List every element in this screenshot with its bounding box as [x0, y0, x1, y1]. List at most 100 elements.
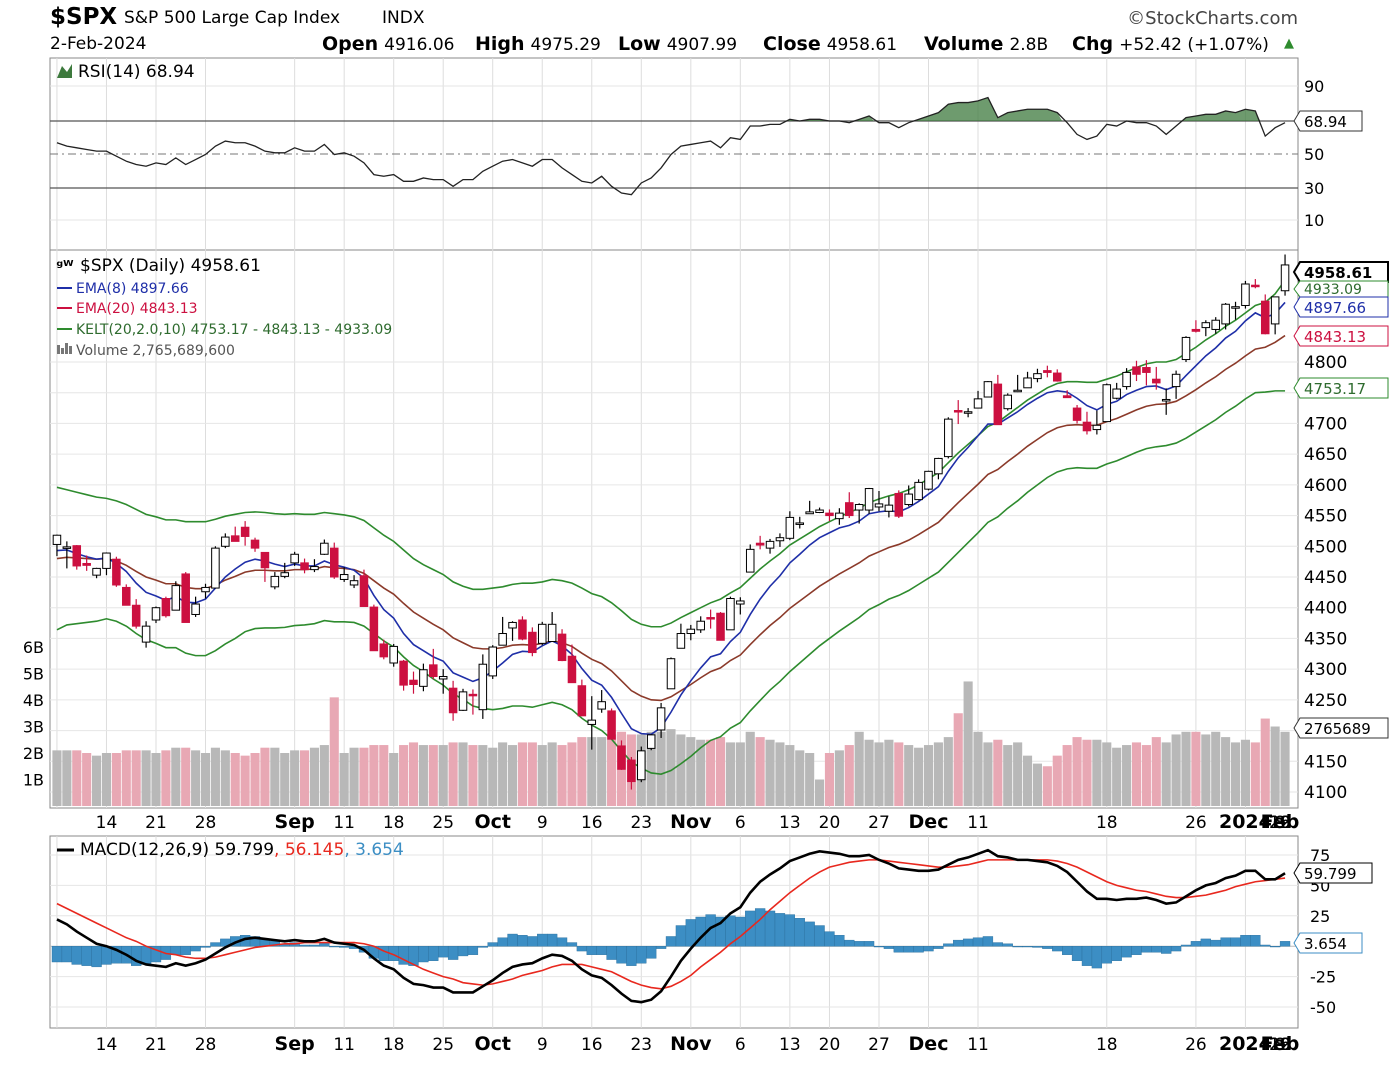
x-tick-label: 16: [1269, 813, 1291, 833]
candle-body: [151, 607, 161, 621]
rsi-legend-text: RSI(14) 68.94: [78, 62, 195, 82]
candle-body: [62, 546, 72, 549]
macd-histogram-bar: [547, 933, 558, 947]
candle-body: [1112, 388, 1121, 399]
svg-text:59.799: 59.799: [1304, 865, 1357, 883]
candle-body: [1102, 384, 1112, 423]
volume-bar: [399, 745, 409, 806]
candle: [557, 629, 567, 662]
candle-body: [478, 663, 488, 711]
macd-histogram-bar: [447, 946, 459, 960]
candle-body: [557, 633, 567, 662]
macd-histogram-bar: [893, 946, 904, 953]
macd-histogram-bar: [665, 936, 677, 947]
volume-tick-label: 5B: [23, 665, 44, 684]
volume-bar: [923, 745, 934, 806]
x-tick-label: 18: [383, 813, 405, 833]
candle-body: [518, 619, 527, 640]
candle-body: [973, 398, 983, 409]
candle-body: [993, 383, 1003, 426]
volume-bar: [914, 747, 924, 806]
price-tick-label: 4700: [1304, 414, 1347, 434]
high-quote: High 4975.29: [475, 33, 601, 55]
x-tick-label: 25: [432, 813, 454, 833]
volume-bar: [834, 750, 844, 806]
candle-body: [359, 575, 369, 607]
candle-body: [399, 660, 408, 686]
candle: [112, 556, 121, 587]
x-tick-label: Sep: [275, 1033, 315, 1055]
candle-body: [260, 551, 270, 569]
candle-body: [438, 676, 448, 680]
x-tick-label: 11: [967, 813, 989, 833]
candle: [577, 679, 587, 717]
candle: [270, 572, 280, 590]
candle: [528, 627, 537, 657]
candle: [1013, 374, 1022, 393]
volume-bars: [52, 681, 1290, 806]
volume-bar: [666, 729, 676, 806]
volume-bar: [815, 779, 825, 806]
ema8-legend-text: EMA(8) 4897.66: [76, 281, 189, 297]
candle: [637, 746, 646, 783]
candle: [775, 533, 785, 547]
candle: [389, 643, 398, 667]
x-tick-label: 13: [779, 813, 801, 833]
volume-bar: [557, 745, 567, 806]
x-tick-label: Dec: [909, 811, 949, 833]
macd-value-tag: 59.799: [1293, 862, 1373, 884]
volume-bar: [507, 745, 518, 806]
candle: [1003, 393, 1012, 411]
candle-body: [567, 655, 577, 684]
candle: [1072, 405, 1082, 424]
candle-body: [1072, 407, 1082, 421]
candle-body: [983, 381, 993, 398]
candle: [1122, 368, 1131, 390]
macd-histogram-bar: [1250, 935, 1261, 947]
candle: [1280, 254, 1290, 296]
candle-body: [1092, 424, 1102, 431]
candle-body: [112, 558, 121, 586]
chart-header: $SPX S&P 500 Large Cap Index INDX ©Stock…: [0, 0, 1396, 60]
candle-body: [1221, 303, 1230, 325]
volume-bar: [121, 750, 131, 806]
volume-bar: [824, 753, 835, 806]
candle: [567, 644, 577, 684]
candle: [736, 597, 745, 615]
macd-histogram-bar: [378, 946, 389, 961]
candle-body: [1241, 283, 1250, 306]
candle-body: [211, 547, 220, 589]
candle-body: [904, 493, 913, 506]
candle-body: [825, 512, 834, 517]
volume-bar: [686, 737, 696, 806]
candle: [845, 492, 854, 519]
open-quote: Open 4916.06: [322, 33, 455, 55]
candle: [379, 639, 389, 660]
macd-histogram-bar: [953, 939, 964, 947]
candle: [280, 562, 290, 579]
candle: [745, 544, 755, 573]
candle-body: [508, 621, 517, 629]
candle-body: [874, 503, 884, 508]
candle-body: [963, 411, 973, 414]
macd-tick-label: -50: [1310, 998, 1336, 1017]
candle-body: [201, 586, 210, 593]
macd-histogram-bar: [477, 946, 488, 948]
price-tick-label: 4600: [1304, 476, 1347, 496]
candle: [884, 496, 894, 518]
macd-histogram-bar: [81, 946, 92, 966]
volume-bar: [785, 745, 795, 806]
macd-histogram-bar: [1161, 946, 1172, 954]
candle-body: [379, 643, 389, 658]
macd-histogram-bar: [1220, 937, 1231, 947]
candle: [92, 567, 101, 579]
volume-bar: [1062, 745, 1072, 806]
candle: [191, 596, 200, 617]
candle-body: [924, 470, 933, 490]
x-tick-label: Feb: [1261, 1033, 1300, 1055]
volume-bar: [111, 753, 121, 806]
x-tick-label: 9: [537, 813, 548, 833]
candle-body: [1260, 300, 1270, 335]
candle-body: [1082, 421, 1092, 432]
candle: [1181, 336, 1191, 362]
